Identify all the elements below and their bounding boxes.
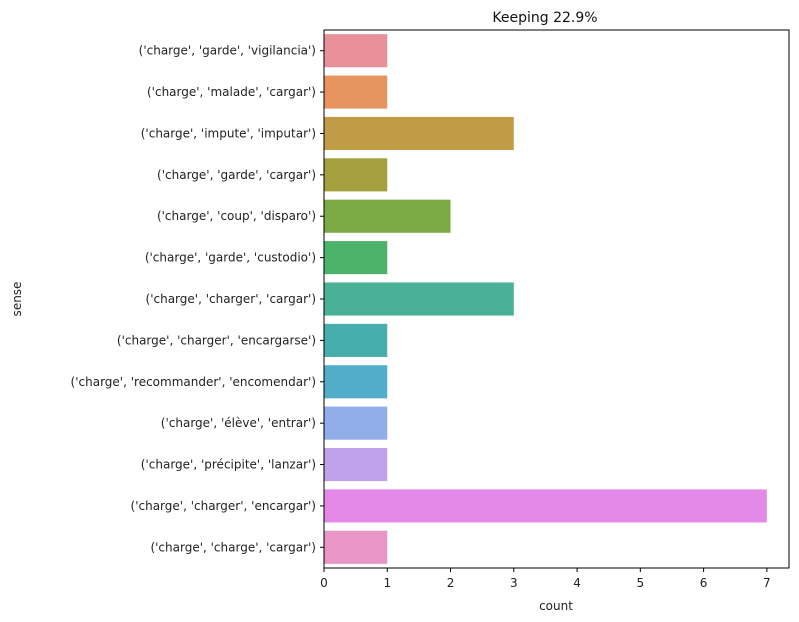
bar: [324, 241, 388, 275]
x-tick-label: 0: [320, 576, 328, 590]
bar: [324, 530, 388, 564]
y-tick-labels: ('charge', 'garde', 'vigilancia') ('charg…: [71, 44, 324, 554]
bar: [324, 447, 388, 482]
y-tick-label: ('charge', 'charger', 'encargar'): [131, 499, 316, 513]
x-tick-label: 1: [383, 576, 391, 590]
plot-frame: [323, 29, 790, 569]
y-tick-label: ('charge', 'garde', 'vigilancia'): [139, 44, 316, 58]
y-tick-label: ('charge', 'charger', 'encargarse'): [117, 333, 316, 347]
y-axis-title: sense: [10, 282, 24, 317]
y-tick-label: ('charge', 'charger', 'cargar'): [146, 292, 316, 306]
bar: [324, 75, 388, 109]
bar: [324, 323, 388, 357]
bars-layer: [324, 34, 767, 564]
bar: [324, 489, 767, 523]
bar: [324, 282, 514, 316]
y-tick-label: ('charge', 'précipite', 'lanzar'): [141, 458, 316, 472]
bar: [324, 116, 514, 151]
y-tick-label: ('charge', 'garde', 'cargar'): [157, 168, 316, 182]
y-tick-label: ('charge', 'coup', 'disparo'): [157, 209, 316, 223]
x-tick-labels: 0 1 2 3 4 5 6 7: [320, 568, 771, 590]
y-tick-label: ('charge', 'charge', 'cargar'): [150, 540, 316, 554]
x-tick-label: 6: [700, 576, 708, 590]
y-tick-label: ('charge', 'élève', 'entrar'): [161, 416, 316, 430]
x-tick-label: 2: [447, 576, 455, 590]
x-tick-label: 3: [510, 576, 518, 590]
x-tick-label: 5: [637, 576, 645, 590]
bar: [324, 158, 388, 192]
bar: [324, 406, 388, 440]
y-tick-label: ('charge', 'impute', 'imputar'): [141, 126, 316, 140]
bar: [324, 365, 388, 399]
y-tick-label: ('charge', 'recommander', 'encomendar'): [71, 375, 316, 389]
y-tick-label: ('charge', 'malade', 'cargar'): [147, 85, 316, 99]
bar: [324, 199, 451, 233]
x-axis-title: count: [539, 599, 573, 613]
chart-title: Keeping 22.9%: [492, 10, 597, 26]
y-tick-label: ('charge', 'garde', 'custodio'): [145, 251, 316, 265]
x-tick-label: 7: [763, 576, 771, 590]
x-tick-label: 4: [573, 576, 581, 590]
bar: [324, 34, 388, 68]
